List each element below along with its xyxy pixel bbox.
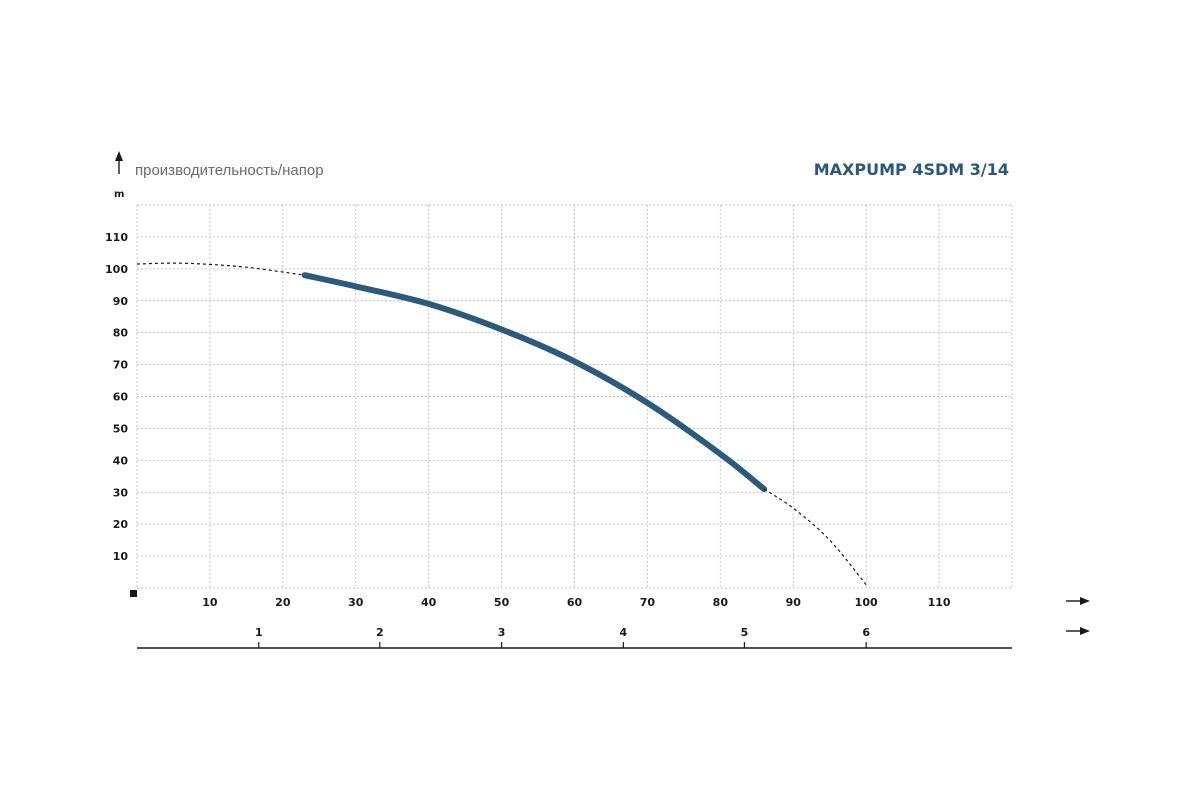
x-axis-arrow xyxy=(1066,597,1090,605)
grid xyxy=(136,204,1013,589)
y-tick-label: 100 xyxy=(105,263,128,276)
secondary-x-tick-label: 1 xyxy=(255,626,263,639)
secondary-x-tick-label: 5 xyxy=(741,626,749,639)
secondary-x-tick-label: 3 xyxy=(498,626,506,639)
y-axis-label: производительность/напор xyxy=(135,162,324,179)
y-tick-label: 30 xyxy=(113,486,129,499)
x-tick-label: 40 xyxy=(421,596,437,609)
y-tick-labels: 10 20 30 40 50 60 70 80 90 100 110 xyxy=(105,231,128,563)
performance-curve-solid xyxy=(301,272,768,493)
y-tick-label: 60 xyxy=(113,391,129,404)
secondary-x-axis-arrow xyxy=(1066,627,1090,635)
x-tick-label: 30 xyxy=(348,596,364,609)
secondary-x-tick-label: 4 xyxy=(620,626,628,639)
performance-curve-dashed xyxy=(763,488,867,586)
y-tick-label: 110 xyxy=(105,231,128,244)
x-tick-labels: 10 20 30 40 50 60 70 80 90 100 110 xyxy=(202,596,951,609)
x-tick-label: 90 xyxy=(786,596,802,609)
series-group xyxy=(136,262,867,586)
x-tick-label: 20 xyxy=(275,596,291,609)
y-tick-label: 80 xyxy=(113,327,129,340)
chart-title: MAXPUMP 4SDM 3/14 xyxy=(814,160,1009,179)
secondary-x-ticks: 1 2 3 4 5 6 xyxy=(255,626,870,648)
y-axis-unit: m xyxy=(114,189,124,200)
secondary-x-tick-label: 2 xyxy=(376,626,384,639)
y-tick-label: 90 xyxy=(113,295,129,308)
x-tick-label: 100 xyxy=(855,596,878,609)
performance-curve-dashed xyxy=(136,262,305,276)
x-tick-label: 80 xyxy=(713,596,729,609)
y-tick-label: 20 xyxy=(113,518,129,531)
x-tick-label: 50 xyxy=(494,596,510,609)
y-axis-arrow xyxy=(115,151,123,174)
secondary-x-tick-label: 6 xyxy=(862,626,870,639)
y-tick-label: 10 xyxy=(113,550,129,563)
x-tick-label: 70 xyxy=(640,596,656,609)
y-tick-label: 50 xyxy=(113,422,129,435)
y-tick-label: 70 xyxy=(113,359,129,372)
x-tick-label: 110 xyxy=(928,596,951,609)
x-tick-label: 10 xyxy=(202,596,218,609)
y-tick-label: 40 xyxy=(113,454,129,467)
x-tick-label: 60 xyxy=(567,596,583,609)
origin-marker xyxy=(130,590,137,597)
